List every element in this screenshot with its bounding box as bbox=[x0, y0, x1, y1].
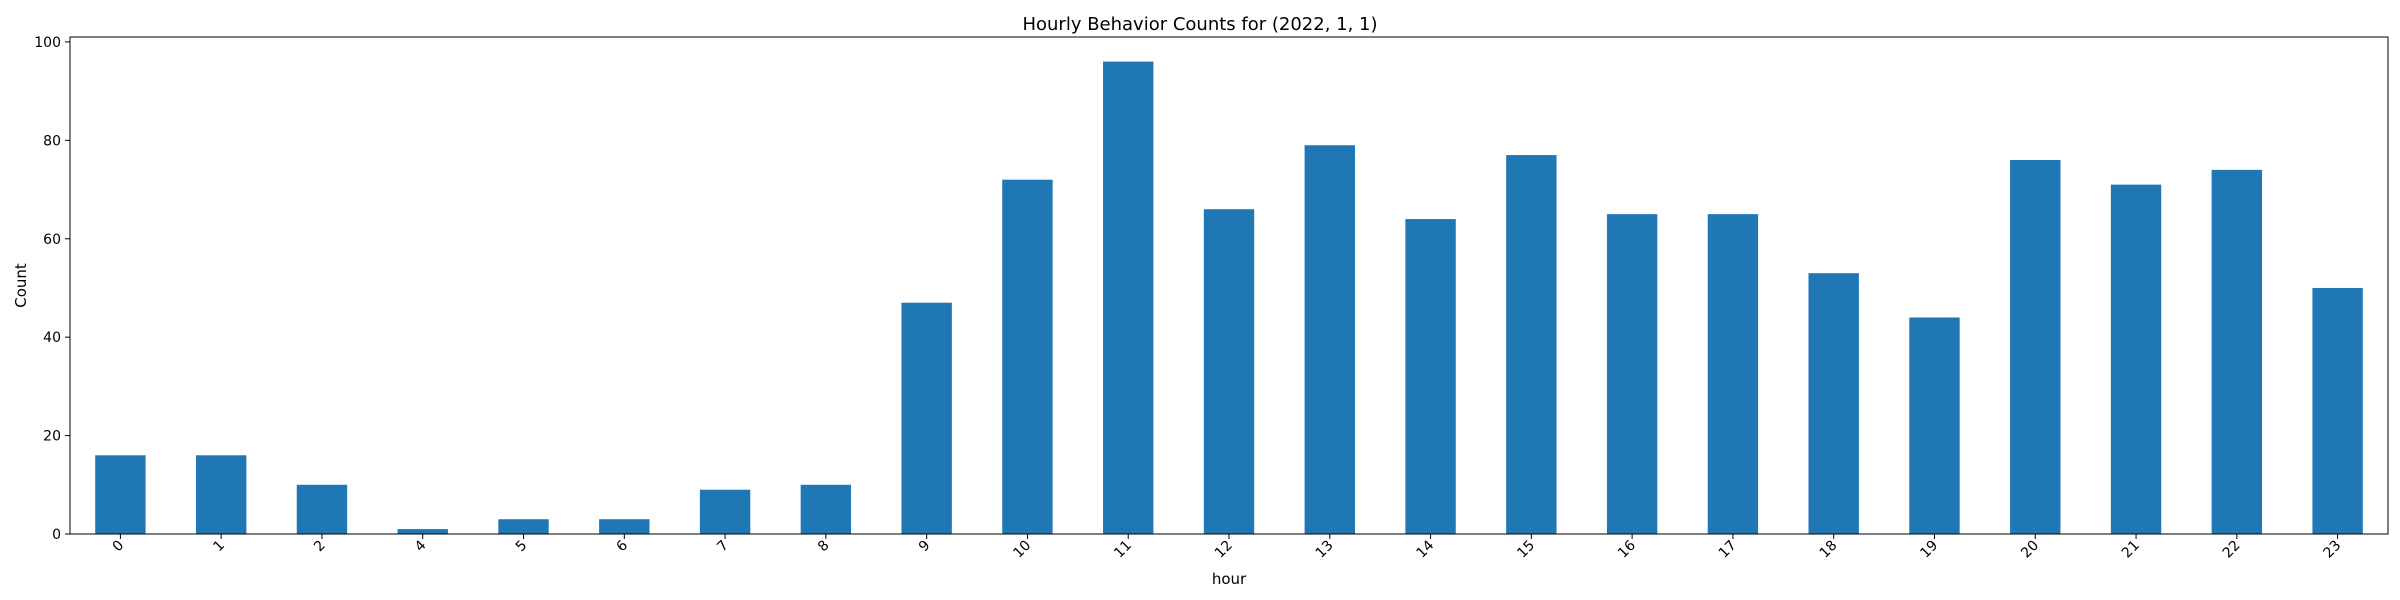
x-tick-label: 6 bbox=[614, 537, 632, 555]
x-axis-label: hour bbox=[1212, 570, 1247, 588]
x-tick-label: 13 bbox=[1313, 538, 1337, 562]
bar-hour-4 bbox=[397, 529, 448, 534]
bar-hour-22 bbox=[2211, 169, 2263, 534]
y-tick-label: 20 bbox=[43, 429, 61, 445]
bar-hour-9 bbox=[901, 302, 952, 534]
bar-hour-2 bbox=[296, 484, 348, 534]
bars-layer bbox=[95, 61, 2363, 535]
x-tick-label: 9 bbox=[916, 538, 934, 556]
y-tick-label: 40 bbox=[43, 330, 61, 346]
x-tick-label: 18 bbox=[1817, 538, 1841, 562]
bar-hour-8 bbox=[800, 484, 852, 534]
bar-hour-21 bbox=[2110, 184, 2162, 534]
bar-hour-14 bbox=[1405, 219, 1456, 534]
x-tick-label: 5 bbox=[513, 538, 531, 556]
bar-hour-23 bbox=[2312, 287, 2363, 534]
bar-hour-18 bbox=[1808, 273, 1859, 534]
plot-frame bbox=[69, 36, 2389, 535]
x-tick-label: 0 bbox=[110, 538, 128, 556]
chart-title: Hourly Behavior Counts for (2022, 1, 1) bbox=[1022, 14, 1377, 35]
bar-hour-10 bbox=[1002, 179, 1053, 534]
x-tick-label: 21 bbox=[2119, 538, 2143, 562]
bar-hour-1 bbox=[195, 455, 247, 534]
x-tick-label: 2 bbox=[311, 538, 329, 556]
bar-hour-5 bbox=[498, 519, 549, 534]
y-tick-label: 80 bbox=[43, 133, 61, 149]
bar-hour-17 bbox=[1707, 214, 1759, 535]
x-tick-label: 11 bbox=[1111, 538, 1135, 562]
x-axis-ticks: 0 1 2 4 5 6 7 8 9 10 11 12 13 14 15 16 17 18 19 20 21 22 23 bbox=[110, 534, 2345, 562]
x-tick-label: 1 bbox=[210, 538, 228, 556]
x-tick-label: 16 bbox=[1615, 537, 1639, 561]
x-tick-label: 8 bbox=[815, 538, 833, 556]
bar-hour-11 bbox=[1103, 61, 1154, 534]
bar-hour-20 bbox=[2010, 160, 2061, 534]
bar-hour-16 bbox=[1606, 214, 1658, 535]
bar-hour-13 bbox=[1304, 145, 1355, 534]
x-tick-label: 17 bbox=[1716, 538, 1740, 562]
bar-hour-6 bbox=[599, 519, 650, 534]
x-tick-label: 23 bbox=[2321, 538, 2345, 562]
bar-hour-12 bbox=[1203, 209, 1255, 534]
bar-hour-7 bbox=[699, 489, 751, 534]
x-tick-label: 10 bbox=[1010, 538, 1034, 562]
bar-hour-15 bbox=[1506, 155, 1557, 535]
x-tick-label: 12 bbox=[1212, 538, 1236, 562]
y-tick-label: 100 bbox=[34, 35, 61, 51]
y-axis-label: Count bbox=[12, 263, 30, 308]
x-tick-label: 14 bbox=[1413, 537, 1437, 561]
x-tick-label: 19 bbox=[1917, 538, 1941, 562]
x-tick-label: 20 bbox=[2018, 538, 2042, 562]
y-axis-ticks: 0 20 40 60 80 100 bbox=[34, 35, 70, 543]
bar-hour-0 bbox=[95, 455, 146, 534]
y-tick-label: 60 bbox=[43, 232, 61, 248]
x-tick-label: 15 bbox=[1514, 538, 1538, 562]
x-tick-label: 4 bbox=[412, 537, 430, 555]
y-tick-label: 0 bbox=[52, 527, 61, 543]
bar-hour-19 bbox=[1909, 317, 1960, 534]
x-tick-label: 22 bbox=[2220, 538, 2244, 562]
x-tick-label: 7 bbox=[714, 538, 732, 556]
